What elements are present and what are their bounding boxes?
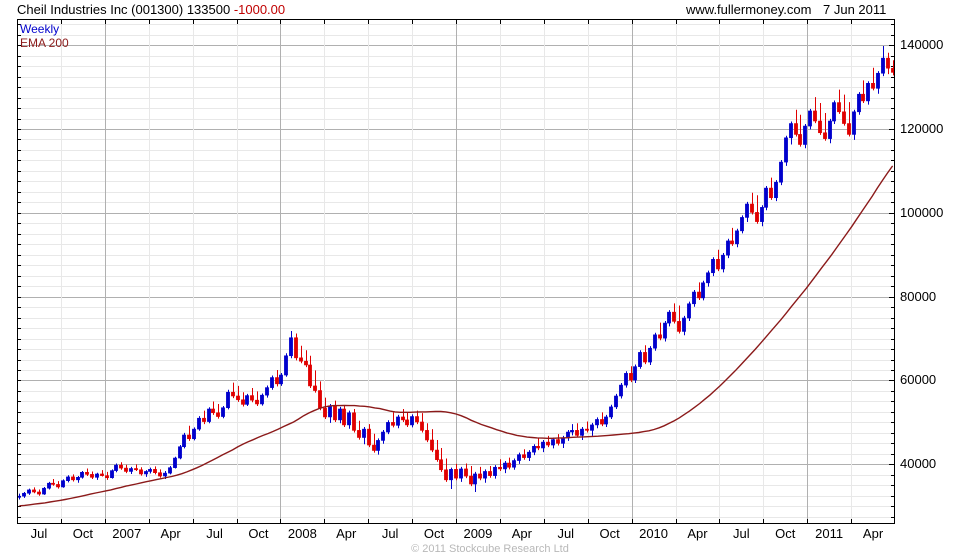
- x-axis-tick-label: Apr: [862, 526, 884, 541]
- y-axis-tick-label: 140000: [900, 37, 944, 53]
- legend-item-ema200: EMA 200: [20, 36, 69, 50]
- vertical-gridlines: [17, 20, 852, 523]
- x-axis-tick-label: Jul: [206, 526, 223, 541]
- copyright-notice: © 2011 Stockcube Research Ltd: [411, 543, 569, 555]
- candlestick-svg: [17, 20, 895, 523]
- plot-border-left: [17, 20, 18, 524]
- y-axis-tick-label: 120000: [900, 120, 944, 136]
- x-axis-tick-label: 2010: [639, 526, 669, 541]
- x-axis-tick-label: Jul: [733, 526, 750, 541]
- price-change: -1000.00: [233, 2, 286, 17]
- instrument-title: Cheil Industries Inc (001300) 133500: [17, 2, 234, 17]
- x-axis-tick-label: 2008: [287, 526, 317, 541]
- x-axis-tick-label: Apr: [511, 526, 532, 541]
- x-axis-tick-label: Apr: [336, 526, 357, 541]
- price-chart[interactable]: [17, 20, 895, 523]
- y-axis-tick-label: 40000: [900, 456, 937, 472]
- candlestick-series: [17, 45, 895, 500]
- x-axis-tick-label: Oct: [72, 526, 93, 541]
- x-axis-tick-label: Apr: [160, 526, 181, 541]
- x-axis-tick-label: Oct: [599, 526, 620, 541]
- plot-area[interactable]: [17, 20, 895, 523]
- legend-item-weekly: Weekly: [20, 22, 60, 36]
- plot-border-bottom: [17, 523, 895, 524]
- y-axis-tick-label: 60000: [900, 372, 937, 388]
- x-axis-tick-label: Oct: [248, 526, 269, 541]
- x-axis-tick-label: Oct: [423, 526, 445, 541]
- x-axis-tick-label: Apr: [687, 526, 708, 541]
- site-url: www.fullermoney.com: [686, 2, 812, 17]
- footer: © 2011 Stockcube Research Ltd: [0, 543, 980, 556]
- x-axis-tick-label: Jul: [30, 526, 48, 541]
- x-axis-tick-label: 2007: [112, 526, 142, 541]
- x-axis-tick-label: Oct: [775, 526, 796, 541]
- y-axis-tick-label: 100000: [900, 204, 944, 220]
- x-axis-tick-label: 2009: [463, 526, 493, 541]
- plot-border-right: [894, 20, 895, 524]
- chart-legend: Weekly EMA 200: [20, 22, 69, 50]
- page-title: Cheil Industries Inc (001300) 133500 -10…: [17, 2, 285, 18]
- y-axis-tick-label: 80000: [900, 288, 937, 304]
- quote-date: 7 Jun 2011: [823, 2, 887, 17]
- x-axis-tick-label: Jul: [557, 526, 575, 541]
- ema-200-line: [19, 165, 894, 507]
- plot-border-top: [17, 19, 895, 20]
- x-axis-tick-label: Jul: [381, 526, 399, 541]
- x-axis-tick-label: 2011: [815, 526, 844, 541]
- chart-header: Cheil Industries Inc (001300) 133500 -10…: [0, 0, 980, 20]
